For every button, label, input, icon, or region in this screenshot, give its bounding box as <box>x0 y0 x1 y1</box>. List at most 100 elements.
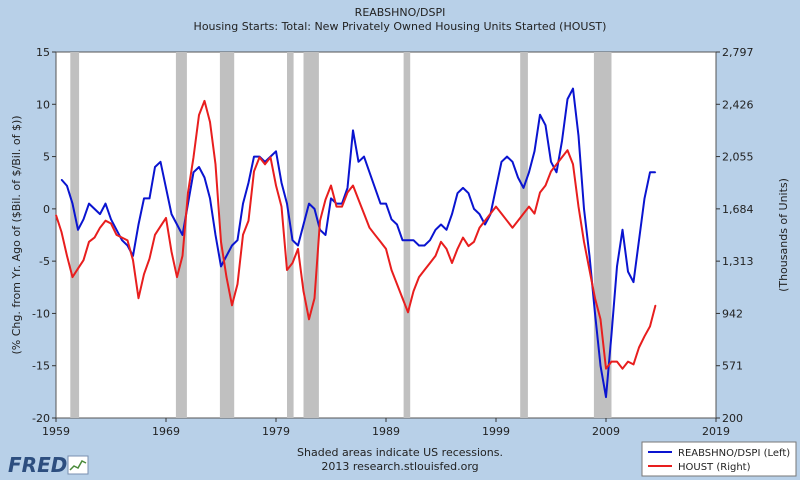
data-point-0-101 <box>616 265 618 267</box>
data-point-0-24 <box>192 171 195 173</box>
recession-band-7 <box>593 52 612 418</box>
data-point-0-90 <box>555 171 558 173</box>
data-point-1-65 <box>412 290 415 292</box>
data-point-0-1 <box>66 185 68 187</box>
data-point-1-45 <box>302 290 305 292</box>
data-point-0-77 <box>484 223 486 226</box>
y-right-tick-label: 2,797 <box>722 46 754 59</box>
data-point-0-34 <box>247 182 250 184</box>
data-point-0-37 <box>264 161 266 163</box>
data-point-0-62 <box>401 239 404 241</box>
data-point-0-44 <box>302 223 305 226</box>
data-point-1-106 <box>638 346 640 349</box>
data-point-0-94 <box>577 135 580 137</box>
fred-logo[interactable]: FRED <box>8 453 89 477</box>
data-point-0-91 <box>561 140 563 142</box>
legend-box <box>641 441 797 477</box>
data-point-1-69 <box>434 255 437 257</box>
data-point-1-62 <box>396 283 398 285</box>
x-tick-label: 1969 <box>152 425 180 438</box>
data-point-0-19 <box>165 187 167 189</box>
data-point-0-42 <box>291 239 294 241</box>
data-point-0-56 <box>368 171 371 173</box>
data-point-0-99 <box>605 396 607 398</box>
data-point-0-11 <box>121 239 123 241</box>
recession-band-3 <box>287 52 294 418</box>
data-point-0-48 <box>324 234 327 236</box>
data-point-0-6 <box>93 208 96 210</box>
data-point-0-98 <box>599 365 602 367</box>
data-point-1-6 <box>88 241 90 243</box>
data-point-1-68 <box>429 262 431 264</box>
y-right-tick-label: 2,055 <box>722 151 754 164</box>
data-point-0-3 <box>77 229 79 231</box>
data-point-1-90 <box>550 170 552 172</box>
data-point-1-24 <box>187 191 189 194</box>
y-right-tick-label: 200 <box>722 412 743 425</box>
data-point-1-50 <box>330 184 332 187</box>
data-point-1-18 <box>154 234 156 236</box>
data-point-0-84 <box>522 187 525 189</box>
data-point-1-23 <box>181 255 184 257</box>
data-point-1-25 <box>192 156 195 158</box>
data-point-0-45 <box>308 203 310 205</box>
chart-title: REABSHNO/DSPI <box>355 6 446 19</box>
data-point-0-73 <box>462 187 464 189</box>
y-right-tick-label: 571 <box>722 360 743 373</box>
data-point-0-96 <box>588 255 591 257</box>
data-point-0-55 <box>363 156 365 158</box>
data-point-0-69 <box>440 223 442 226</box>
data-point-1-104 <box>627 361 629 363</box>
data-point-1-15 <box>137 297 140 299</box>
data-point-0-66 <box>423 244 426 247</box>
data-point-0-71 <box>451 213 453 215</box>
data-point-0-67 <box>429 239 431 241</box>
data-point-1-17 <box>148 258 151 260</box>
data-point-0-76 <box>478 213 481 215</box>
data-point-0-57 <box>374 187 376 189</box>
data-point-1-91 <box>555 163 558 165</box>
legend-item-houst: HOUST (Right) <box>678 462 751 473</box>
data-point-1-7 <box>93 237 96 239</box>
data-point-0-0 <box>60 179 63 181</box>
data-point-0-20 <box>170 213 173 215</box>
data-point-0-26 <box>203 176 206 179</box>
data-point-0-104 <box>632 281 635 283</box>
data-point-1-39 <box>269 156 272 158</box>
y-left-tick-label: 5 <box>43 151 50 164</box>
y-right-tick-label: 1,684 <box>722 203 754 216</box>
data-point-1-41 <box>280 206 283 208</box>
data-point-0-63 <box>407 239 409 241</box>
y-left-tick-label: -10 <box>32 307 50 320</box>
data-point-0-81 <box>506 156 508 158</box>
data-point-1-79 <box>489 213 492 215</box>
data-point-0-87 <box>539 114 541 116</box>
data-point-1-22 <box>176 276 178 278</box>
data-point-1-66 <box>418 276 420 278</box>
data-point-0-52 <box>346 187 349 189</box>
data-point-1-46 <box>308 318 310 320</box>
data-point-0-32 <box>236 239 239 241</box>
series-line-houst <box>55 99 657 370</box>
data-point-1-108 <box>649 325 651 327</box>
data-point-0-41 <box>286 203 288 205</box>
data-point-0-59 <box>385 203 387 205</box>
data-point-0-8 <box>104 203 107 205</box>
data-point-1-3 <box>71 276 74 278</box>
data-point-0-100 <box>610 333 613 335</box>
data-point-1-93 <box>566 149 569 151</box>
data-point-1-8 <box>99 227 101 229</box>
y-axis-right-label: (Thousands of Units) <box>777 178 790 292</box>
data-point-0-17 <box>154 166 156 168</box>
data-point-1-78 <box>484 220 486 222</box>
data-point-0-35 <box>253 156 255 158</box>
data-point-0-33 <box>242 203 244 205</box>
data-point-1-19 <box>159 225 162 227</box>
data-point-1-97 <box>588 269 591 271</box>
data-point-1-49 <box>324 199 327 201</box>
y-left-tick-label: 0 <box>43 203 50 216</box>
data-point-1-77 <box>478 227 481 229</box>
data-point-1-57 <box>368 227 371 229</box>
data-point-0-25 <box>198 166 200 168</box>
data-point-1-103 <box>621 368 624 370</box>
